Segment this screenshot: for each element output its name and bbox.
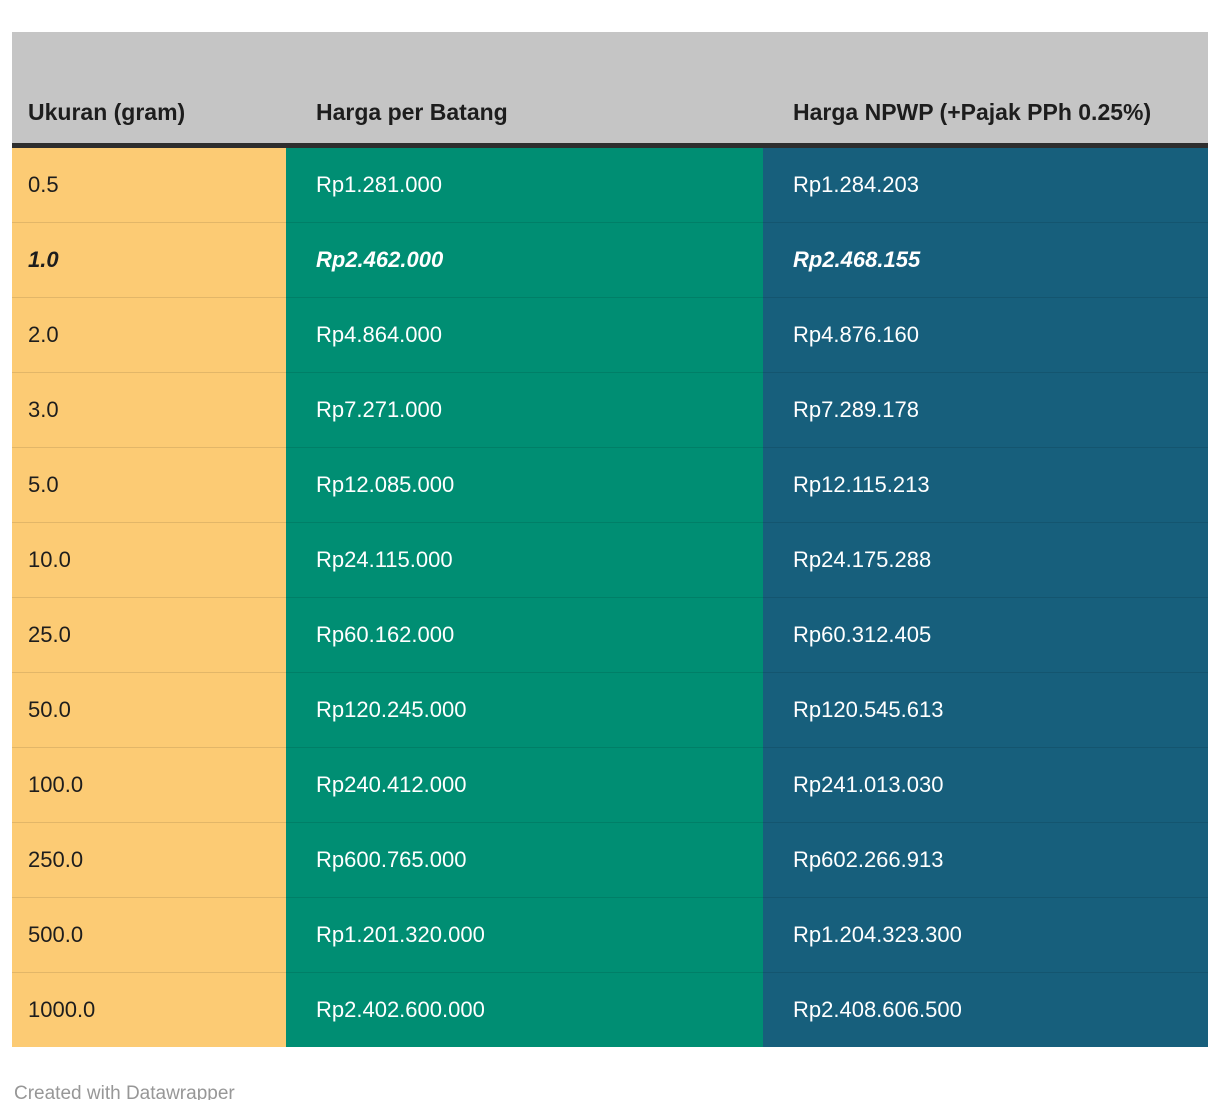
cell-ukuran: 1000.0 xyxy=(12,972,286,1047)
cell-harga: Rp12.085.000 xyxy=(286,447,763,523)
table-row: 5.0 Rp12.085.000 Rp12.115.213 xyxy=(12,447,1208,523)
column-header-harga: Harga per Batang xyxy=(286,32,763,148)
cell-ukuran: 25.0 xyxy=(12,597,286,673)
table-row: 250.0 Rp600.765.000 Rp602.266.913 xyxy=(12,822,1208,898)
cell-harga: Rp2.462.000 xyxy=(286,222,763,298)
gold-price-table: Ukuran (gram) Harga per Batang Harga NPWP … xyxy=(12,32,1208,1047)
cell-harga: Rp60.162.000 xyxy=(286,597,763,673)
cell-harga: Rp4.864.000 xyxy=(286,297,763,373)
cell-harga: Rp1.281.000 xyxy=(286,145,763,223)
cell-harga: Rp600.765.000 xyxy=(286,822,763,898)
cell-ukuran: 500.0 xyxy=(12,897,286,973)
table-row: 25.0 Rp60.162.000 Rp60.312.405 xyxy=(12,597,1208,673)
cell-harga: Rp120.245.000 xyxy=(286,672,763,748)
cell-npwp: Rp7.289.178 xyxy=(763,372,1208,448)
footer: Created with Datawrapper xyxy=(12,1083,1208,1100)
cell-npwp: Rp60.312.405 xyxy=(763,597,1208,673)
table-row: 10.0 Rp24.115.000 Rp24.175.288 xyxy=(12,522,1208,598)
table-header: Ukuran (gram) Harga per Batang Harga NPWP … xyxy=(12,32,1208,148)
table-row: 1.0 Rp2.462.000 Rp2.468.155 xyxy=(12,222,1208,298)
table-body: 0.5 Rp1.281.000 Rp1.284.203 1.0 Rp2.462.000 R… xyxy=(12,145,1208,1047)
cell-ukuran: 3.0 xyxy=(12,372,286,448)
cell-ukuran: 100.0 xyxy=(12,747,286,823)
table-row: 50.0 Rp120.245.000 Rp120.545.613 xyxy=(12,672,1208,748)
cell-npwp: Rp2.468.155 xyxy=(763,222,1208,298)
cell-ukuran: 1.0 xyxy=(12,222,286,298)
cell-harga: Rp240.412.000 xyxy=(286,747,763,823)
table-row: 2.0 Rp4.864.000 Rp4.876.160 xyxy=(12,297,1208,373)
datawrapper-credit-link[interactable]: Created with Datawrapper xyxy=(14,1083,235,1100)
table-row: 1000.0 Rp2.402.600.000 Rp2.408.606.500 xyxy=(12,972,1208,1047)
cell-harga: Rp1.201.320.000 xyxy=(286,897,763,973)
cell-npwp: Rp241.013.030 xyxy=(763,747,1208,823)
cell-ukuran: 10.0 xyxy=(12,522,286,598)
cell-npwp: Rp2.408.606.500 xyxy=(763,972,1208,1047)
cell-npwp: Rp1.284.203 xyxy=(763,145,1208,223)
cell-ukuran: 250.0 xyxy=(12,822,286,898)
cell-ukuran: 2.0 xyxy=(12,297,286,373)
cell-npwp: Rp4.876.160 xyxy=(763,297,1208,373)
table-row: 500.0 Rp1.201.320.000 Rp1.204.323.300 xyxy=(12,897,1208,973)
cell-npwp: Rp1.204.323.300 xyxy=(763,897,1208,973)
cell-npwp: Rp12.115.213 xyxy=(763,447,1208,523)
cell-harga: Rp2.402.600.000 xyxy=(286,972,763,1047)
cell-npwp: Rp602.266.913 xyxy=(763,822,1208,898)
table-header-row: Ukuran (gram) Harga per Batang Harga NPWP … xyxy=(12,32,1208,148)
cell-harga: Rp7.271.000 xyxy=(286,372,763,448)
column-header-npwp: Harga NPWP (+Pajak PPh 0.25%) xyxy=(763,32,1208,148)
cell-ukuran: 0.5 xyxy=(12,145,286,223)
table-row: 3.0 Rp7.271.000 Rp7.289.178 xyxy=(12,372,1208,448)
cell-npwp: Rp24.175.288 xyxy=(763,522,1208,598)
cell-harga: Rp24.115.000 xyxy=(286,522,763,598)
cell-npwp: Rp120.545.613 xyxy=(763,672,1208,748)
table-row: 0.5 Rp1.281.000 Rp1.284.203 xyxy=(12,145,1208,223)
table-row: 100.0 Rp240.412.000 Rp241.013.030 xyxy=(12,747,1208,823)
column-header-ukuran: Ukuran (gram) xyxy=(12,32,286,148)
cell-ukuran: 50.0 xyxy=(12,672,286,748)
cell-ukuran: 5.0 xyxy=(12,447,286,523)
